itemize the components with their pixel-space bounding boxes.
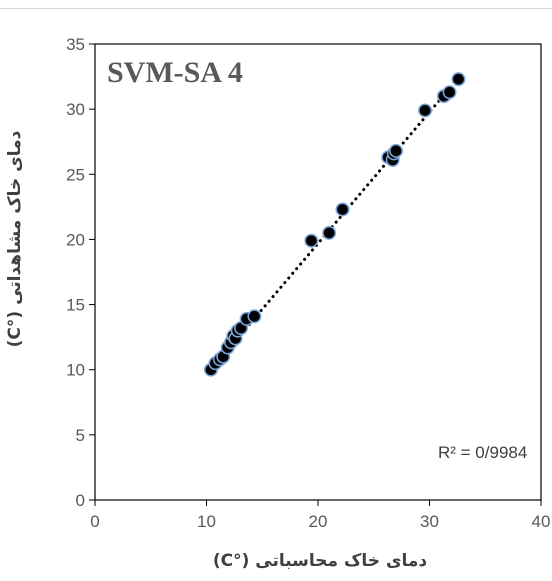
y-axis-title: دمای خاک مشاهداتی (°C)	[5, 130, 25, 347]
x-tick-label: 0	[90, 512, 99, 531]
data-point	[389, 143, 404, 158]
r-squared-label: R² = 0/9984	[438, 443, 527, 462]
x-tick-label: 10	[197, 512, 216, 531]
data-point	[335, 202, 350, 217]
plot-frame	[94, 43, 542, 501]
x-tick-label: 20	[309, 512, 328, 531]
y-tick-label: 30	[66, 100, 85, 119]
plot-area: 0 5 10 15 20 25 30 35 0 10 20 30 40	[66, 35, 550, 531]
data-point	[451, 72, 466, 87]
x-tick-label: 30	[420, 512, 439, 531]
data-point	[442, 85, 457, 100]
x-tick-label: 40	[532, 512, 551, 531]
y-tick-label: 5	[76, 426, 85, 445]
data-point	[322, 225, 337, 240]
y-tick-label: 0	[76, 491, 85, 510]
chart-title: SVM-SA 4	[107, 56, 243, 89]
data-point	[304, 233, 319, 248]
y-tick-label: 20	[66, 230, 85, 249]
x-axis-title: دمای خاک محاسباتی (°C)	[213, 551, 428, 571]
data-point	[418, 103, 433, 118]
data-point	[247, 309, 262, 324]
y-tick-label: 25	[66, 165, 85, 184]
top-divider	[0, 8, 552, 9]
y-tick-label: 35	[66, 35, 85, 54]
y-tick-label: 15	[66, 296, 85, 315]
y-tick-label: 10	[66, 361, 85, 380]
